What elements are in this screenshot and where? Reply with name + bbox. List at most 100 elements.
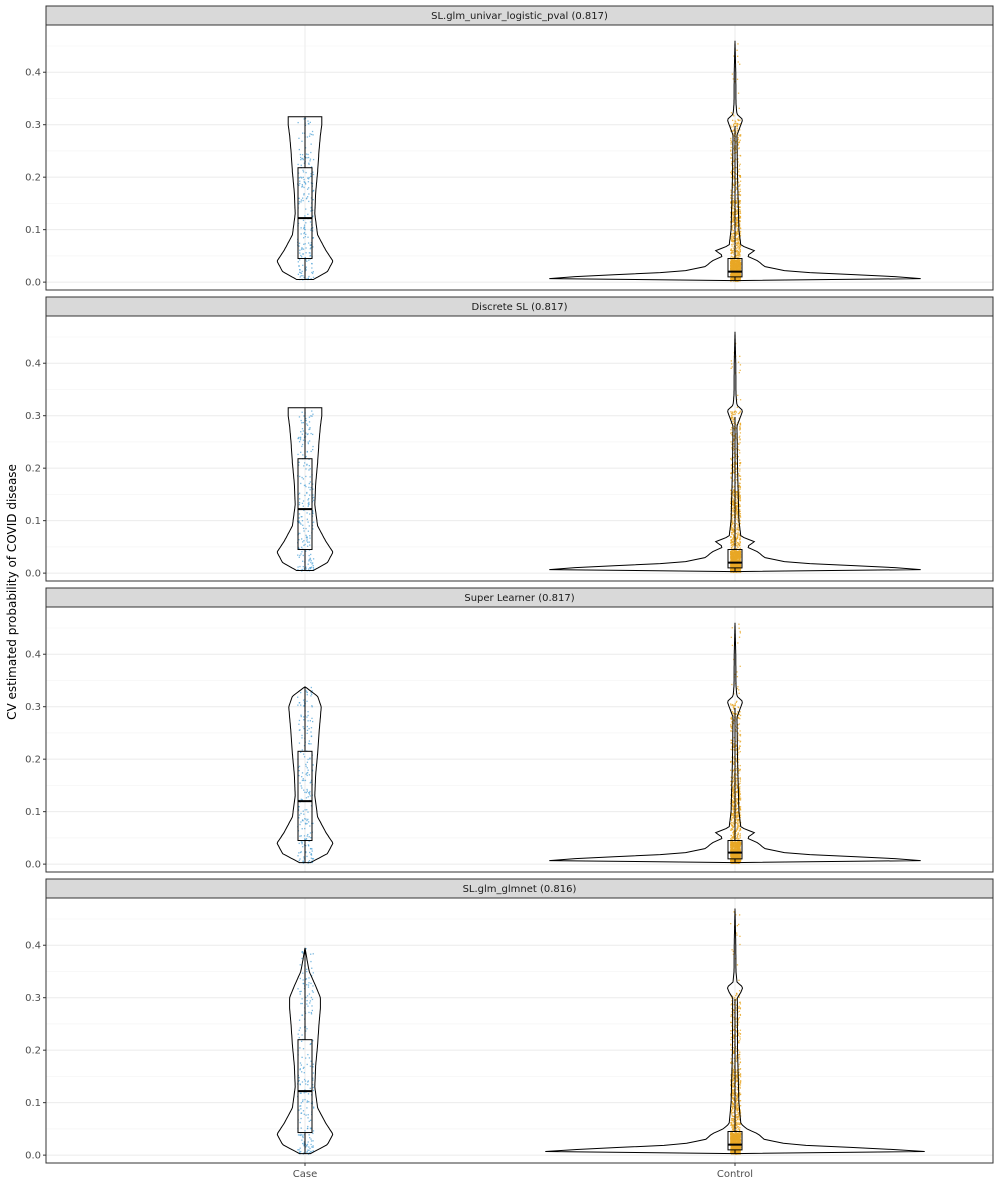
- data-point: [304, 257, 307, 259]
- data-point: [298, 498, 301, 500]
- data-point: [739, 244, 741, 247]
- data-point: [735, 564, 738, 566]
- data-point: [739, 399, 742, 401]
- data-point: [738, 553, 741, 555]
- data-point: [737, 136, 739, 139]
- data-point: [310, 133, 313, 136]
- data-point: [298, 513, 301, 515]
- data-point: [732, 842, 734, 844]
- data-point: [739, 139, 741, 141]
- data-point: [730, 717, 732, 720]
- data-point: [739, 459, 741, 461]
- data-point: [732, 836, 735, 838]
- data-point: [306, 835, 308, 837]
- data-point: [732, 167, 735, 169]
- data-point: [731, 212, 733, 214]
- data-point: [312, 237, 314, 239]
- data-point: [306, 716, 308, 718]
- data-point: [307, 861, 310, 863]
- data-point: [307, 758, 309, 761]
- data-point: [299, 182, 301, 185]
- data-point: [305, 419, 307, 422]
- data-point: [308, 727, 310, 730]
- data-point: [299, 835, 301, 837]
- data-point: [298, 177, 301, 179]
- data-point: [737, 239, 739, 241]
- data-point: [297, 554, 299, 556]
- data-point: [730, 529, 732, 531]
- data-point: [310, 853, 313, 855]
- data-point: [301, 154, 304, 156]
- data-point: [308, 793, 311, 795]
- data-point: [305, 468, 307, 470]
- data-point: [306, 774, 308, 777]
- data-point: [733, 857, 735, 859]
- data-point: [302, 421, 305, 424]
- data-point: [730, 264, 732, 266]
- data-point: [301, 428, 304, 430]
- data-point: [737, 118, 739, 121]
- data-point: [297, 855, 299, 857]
- data-point: [730, 171, 732, 174]
- plot-background: [46, 898, 993, 1163]
- data-point: [735, 829, 738, 831]
- data-point: [310, 735, 313, 737]
- data-point: [736, 222, 738, 225]
- data-point: [735, 837, 737, 839]
- data-point: [738, 689, 740, 691]
- data-point: [730, 238, 732, 240]
- data-point: [732, 527, 734, 530]
- data-point: [303, 118, 305, 120]
- data-point: [734, 263, 737, 266]
- data-point: [301, 828, 303, 830]
- data-point: [737, 161, 739, 163]
- data-point: [733, 273, 735, 276]
- data-point: [298, 723, 300, 725]
- data-point: [732, 756, 734, 758]
- data-point: [311, 860, 313, 862]
- data-point: [731, 558, 734, 560]
- data-point: [734, 856, 736, 858]
- data-point: [312, 246, 314, 248]
- data-point: [730, 524, 732, 527]
- data-point: [733, 823, 736, 825]
- data-point: [731, 363, 733, 365]
- data-point: [736, 818, 738, 820]
- data-point: [738, 795, 741, 797]
- data-point: [736, 544, 738, 546]
- y-tick-label: 0.3: [25, 702, 41, 713]
- data-point: [312, 134, 314, 136]
- data-point: [307, 563, 309, 565]
- data-point: [306, 157, 308, 159]
- data-point: [739, 220, 741, 223]
- data-point: [738, 443, 740, 445]
- data-point: [732, 168, 735, 170]
- data-point: [312, 764, 314, 766]
- data-point: [730, 536, 732, 538]
- data-point: [739, 788, 741, 790]
- data-point: [736, 557, 738, 559]
- data-point: [299, 436, 302, 438]
- data-point: [737, 92, 740, 94]
- data-point: [739, 364, 742, 366]
- data-point: [737, 737, 739, 739]
- data-point: [731, 161, 733, 163]
- data-point: [738, 194, 740, 196]
- data-point: [307, 818, 309, 821]
- data-point: [298, 852, 300, 854]
- data-point: [309, 544, 311, 546]
- data-point: [735, 847, 738, 849]
- data-point: [735, 130, 737, 133]
- data-point: [737, 246, 740, 248]
- y-axis: 0.00.10.20.30.4: [25, 650, 46, 871]
- data-point: [298, 416, 301, 418]
- data-point: [732, 846, 734, 849]
- data-point: [733, 466, 735, 468]
- data-point: [307, 177, 309, 179]
- data-point: [301, 843, 303, 845]
- data-point: [739, 63, 741, 65]
- data-point: [735, 848, 738, 850]
- data-point: [737, 467, 739, 469]
- data-point: [739, 844, 741, 846]
- data-point: [735, 861, 737, 863]
